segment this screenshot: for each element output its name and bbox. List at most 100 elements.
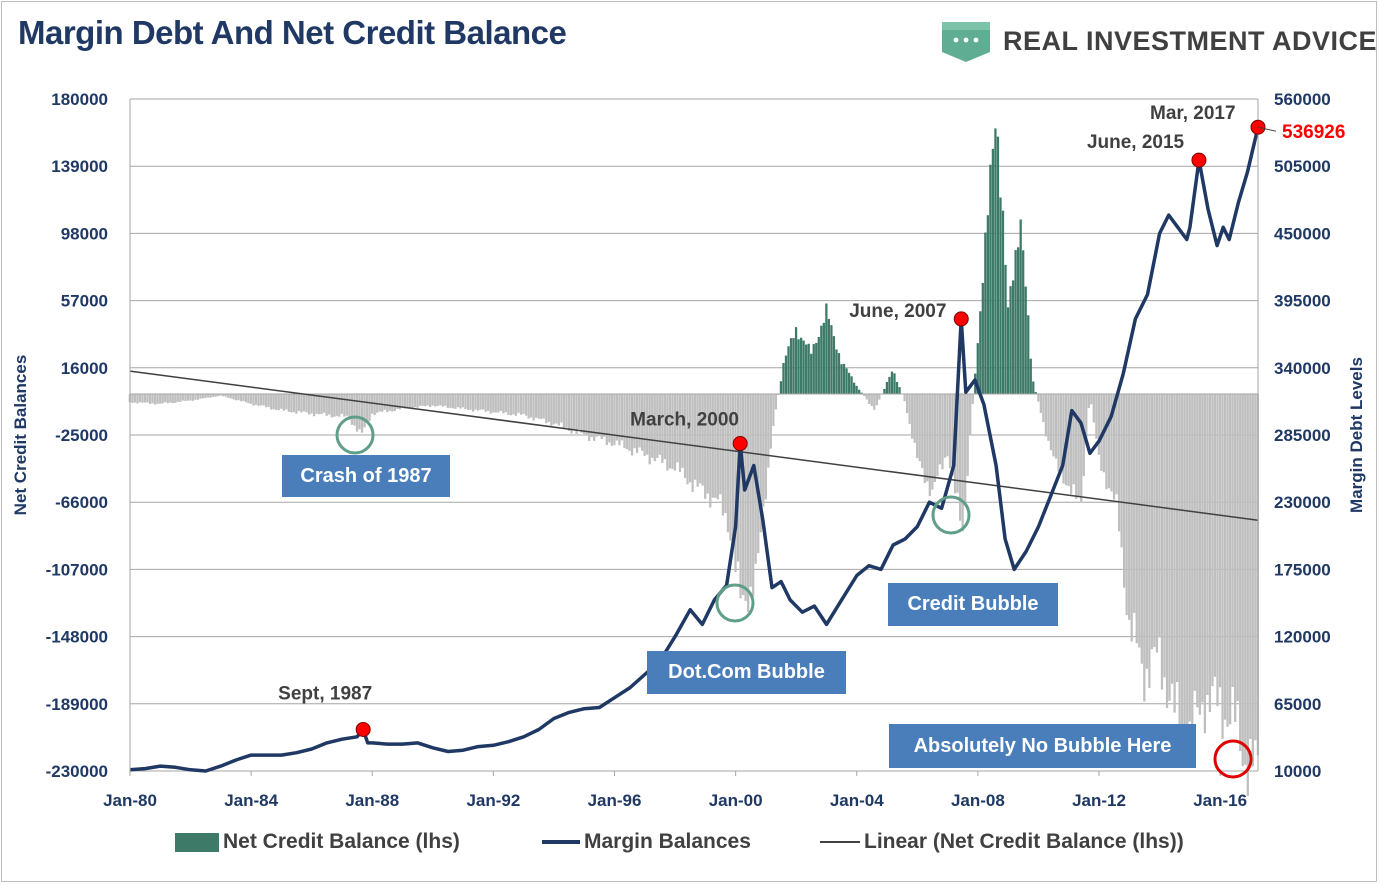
net-credit-bar bbox=[358, 394, 361, 430]
left-tick-label: 16000 bbox=[61, 359, 108, 378]
net-credit-bar bbox=[242, 394, 245, 402]
net-credit-bar bbox=[423, 394, 427, 407]
net-credit-bar bbox=[648, 394, 651, 465]
net-credit-bar bbox=[189, 394, 192, 401]
net-credit-bar bbox=[1140, 394, 1143, 664]
net-credit-bar bbox=[451, 394, 455, 409]
net-credit-bar bbox=[227, 394, 230, 398]
net-credit-bar bbox=[991, 148, 995, 395]
net-credit-bar bbox=[267, 394, 270, 407]
net-credit-bar bbox=[143, 394, 147, 403]
net-credit-bar bbox=[630, 394, 634, 456]
net-credit-bar bbox=[683, 394, 687, 479]
net-credit-bar bbox=[560, 394, 563, 423]
net-credit-bar bbox=[817, 336, 820, 395]
net-credit-bar bbox=[181, 394, 185, 401]
net-credit-bar bbox=[1188, 394, 1191, 722]
net-credit-bar bbox=[1181, 394, 1184, 731]
net-credit-bar bbox=[482, 394, 485, 410]
net-credit-bar bbox=[868, 394, 871, 404]
net-credit-bar bbox=[277, 394, 280, 411]
net-credit-bar bbox=[272, 394, 275, 410]
net-credit-bar bbox=[1014, 250, 1017, 395]
net-credit-bar bbox=[1090, 394, 1093, 405]
net-credit-bar bbox=[487, 394, 490, 411]
net-credit-bar bbox=[1128, 394, 1131, 620]
net-credit-bar bbox=[916, 394, 919, 459]
net-credit-bar bbox=[825, 303, 828, 395]
net-credit-bar bbox=[514, 394, 518, 416]
net-credit-bar bbox=[921, 394, 924, 469]
peak-marker bbox=[732, 436, 748, 452]
net-credit-bar bbox=[681, 394, 684, 468]
net-credit-bar bbox=[822, 322, 825, 395]
net-credit-bar bbox=[666, 394, 669, 471]
net-credit-bar bbox=[529, 394, 533, 418]
net-credit-bar bbox=[890, 371, 894, 395]
net-credit-bar bbox=[1052, 394, 1055, 457]
net-credit-bar bbox=[259, 394, 263, 406]
net-credit-bar bbox=[550, 394, 553, 426]
net-credit-bar bbox=[580, 394, 583, 433]
net-credit-bar bbox=[1049, 394, 1053, 451]
net-credit-bar bbox=[479, 394, 482, 410]
credit-bubble-circle bbox=[931, 495, 971, 535]
net-credit-bar bbox=[408, 394, 412, 409]
net-credit-bar bbox=[1203, 394, 1207, 734]
net-credit-bar bbox=[373, 394, 376, 416]
net-credit-bar bbox=[1138, 394, 1141, 648]
net-credit-bar bbox=[643, 394, 646, 456]
net-credit-bar bbox=[623, 394, 626, 449]
net-credit-bar bbox=[1072, 394, 1075, 485]
net-credit-bar bbox=[585, 394, 588, 435]
net-credit-bar bbox=[835, 349, 838, 395]
net-credit-bar bbox=[156, 394, 159, 404]
net-credit-bar bbox=[1155, 394, 1159, 653]
net-credit-bar bbox=[398, 394, 402, 410]
net-credit-bar bbox=[547, 394, 550, 422]
net-credit-bar bbox=[620, 394, 624, 441]
net-credit-bar bbox=[519, 394, 523, 415]
trendline bbox=[129, 370, 1259, 521]
net-credit-bar bbox=[711, 394, 714, 498]
net-credit-bar bbox=[1054, 394, 1058, 459]
net-credit-bar bbox=[820, 325, 823, 395]
net-credit-bar bbox=[724, 394, 727, 513]
right-tick-label: 175000 bbox=[1274, 560, 1331, 579]
net-credit-bar bbox=[678, 394, 682, 473]
peak-label: Sept, 1987 bbox=[278, 683, 372, 704]
net-credit-bar bbox=[315, 394, 318, 414]
net-credit-bar bbox=[863, 394, 866, 397]
net-credit-bar bbox=[572, 394, 576, 431]
net-credit-bar bbox=[661, 394, 664, 464]
net-credit-bar bbox=[416, 394, 419, 408]
net-credit-bar bbox=[951, 394, 954, 476]
net-credit-bar bbox=[1017, 247, 1020, 395]
net-credit-bar bbox=[615, 394, 619, 441]
net-credit-bar bbox=[532, 394, 535, 421]
peak-marker bbox=[1191, 152, 1207, 168]
net-credit-bar bbox=[1223, 394, 1227, 720]
net-credit-bar bbox=[307, 394, 311, 415]
peak-label: June, 2007 bbox=[849, 301, 946, 322]
net-credit-bar bbox=[418, 394, 422, 406]
net-credit-bar bbox=[229, 394, 232, 399]
net-credit-bar bbox=[885, 381, 889, 395]
trendline-group bbox=[129, 370, 1259, 521]
peak-label: Mar, 2017 bbox=[1150, 103, 1236, 124]
net-credit-bar bbox=[1226, 394, 1229, 727]
x-tick-label: Jan-88 bbox=[345, 791, 399, 810]
net-credit-bar bbox=[964, 394, 967, 505]
net-credit-bar bbox=[1213, 394, 1217, 677]
net-credit-bar bbox=[696, 394, 699, 487]
net-credit-bar bbox=[1039, 394, 1042, 413]
net-credit-bar bbox=[1193, 394, 1196, 691]
net-credit-bar bbox=[1234, 394, 1237, 722]
gridlines bbox=[130, 98, 1258, 772]
net-credit-bar bbox=[542, 394, 545, 419]
net-credit-bar bbox=[249, 394, 253, 404]
net-credit-bar bbox=[297, 394, 301, 412]
net-credit-bar bbox=[184, 394, 187, 401]
net-credit-bar bbox=[688, 394, 692, 483]
net-credit-bar bbox=[161, 394, 164, 404]
